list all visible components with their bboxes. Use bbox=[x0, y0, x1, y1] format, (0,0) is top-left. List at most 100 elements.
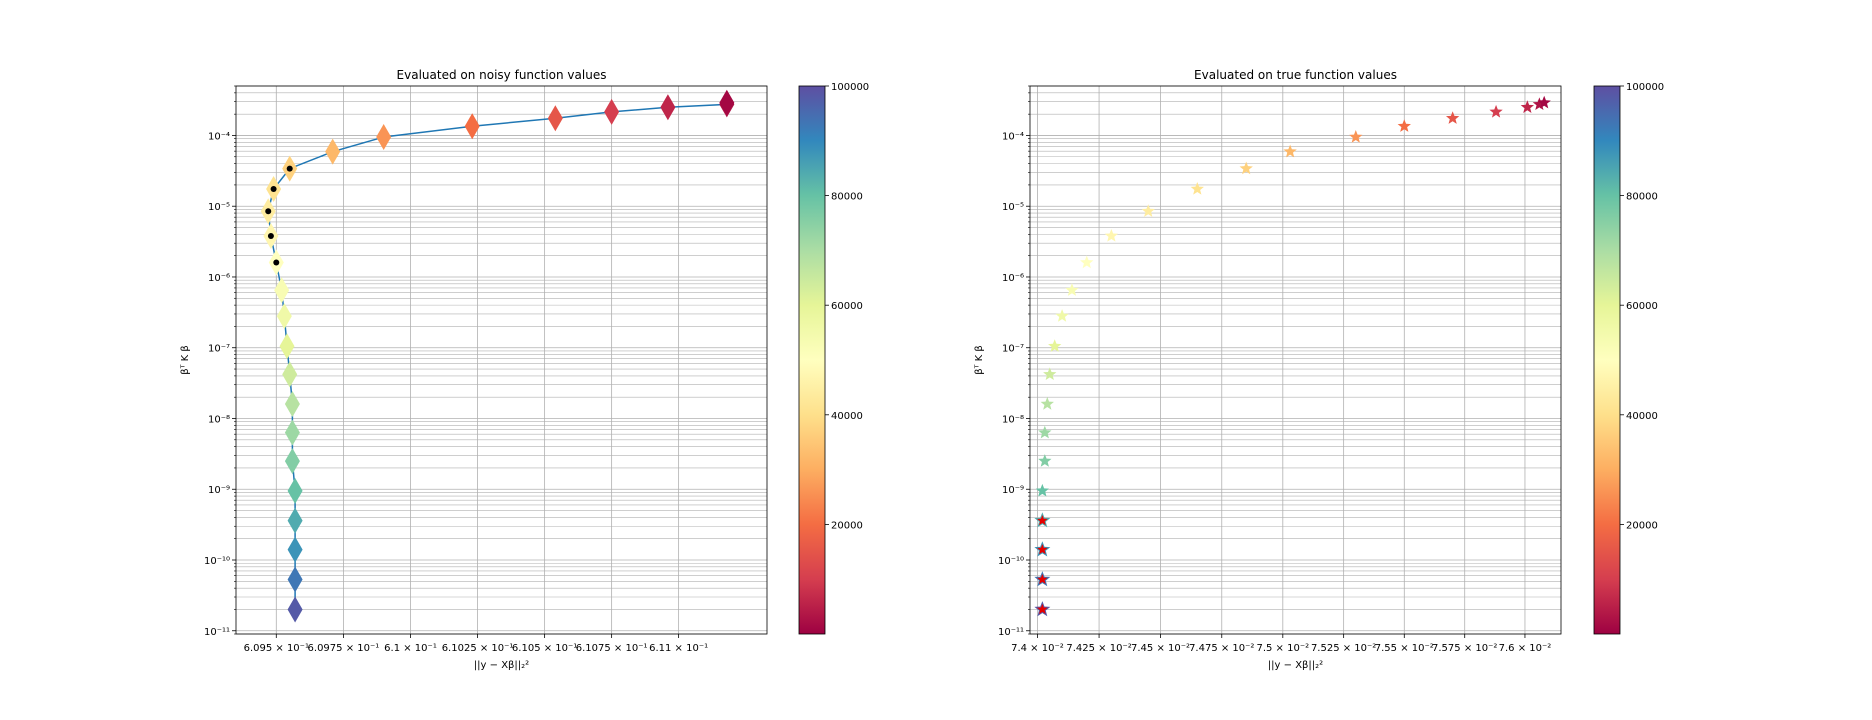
data-point-diamond bbox=[719, 89, 735, 116]
x-tick-label: 7.425 × 10⁻² bbox=[1066, 643, 1131, 654]
y-tick-label: 10⁻¹¹ bbox=[204, 627, 230, 638]
data-point-diamond bbox=[376, 124, 392, 151]
colorbar: 20000 40000 60000 80000 100000 bbox=[798, 82, 869, 635]
colorbar-tick-label: 40000 bbox=[1626, 411, 1658, 422]
chart-title: Evaluated on true function values bbox=[1194, 68, 1397, 82]
x-axis-ticks: 7.4 × 10⁻² 7.425 × 10⁻² 7.45 × 10⁻² 7.475 ×… bbox=[1011, 634, 1551, 654]
data-point-star bbox=[1532, 97, 1547, 111]
colorbar-tick-label: 60000 bbox=[1626, 301, 1658, 312]
data-point-star bbox=[1445, 111, 1460, 124]
data-point-diamond bbox=[284, 419, 300, 446]
data-point-star bbox=[1239, 161, 1253, 175]
data-point-diamond bbox=[287, 536, 303, 563]
y-axis-ticks: 10⁻¹¹ 10⁻¹⁰ 10⁻⁹ 10⁻⁸ 10⁻⁷ 10⁻⁶ 10⁻⁵ 10⁻⁴ bbox=[204, 85, 236, 638]
highlight-dot bbox=[286, 165, 293, 172]
y-tick-label: 10⁻⁸ bbox=[208, 414, 230, 425]
data-point-diamond bbox=[287, 596, 303, 623]
data-point-diamond bbox=[287, 566, 303, 593]
x-axis-label: ||y − Xβ||₂² bbox=[1268, 660, 1323, 671]
highlight-dot bbox=[267, 232, 274, 239]
y-tick-label: 10⁻¹⁰ bbox=[204, 556, 230, 567]
colorbar-tick-label: 100000 bbox=[1626, 82, 1664, 93]
data-point-star-highlight bbox=[1034, 601, 1051, 617]
data-point-star bbox=[1349, 130, 1363, 143]
colorbar: 20000 40000 60000 80000 100000 bbox=[1593, 82, 1664, 635]
y-tick-label: 10⁻⁴ bbox=[1002, 131, 1024, 142]
y-tick-label: 10⁻⁹ bbox=[208, 485, 230, 496]
colorbar-tick-label: 80000 bbox=[1626, 192, 1658, 203]
y-axis-label: βᵀ K β bbox=[180, 345, 191, 375]
colorbar-tick-label: 80000 bbox=[831, 192, 863, 203]
grid bbox=[236, 85, 767, 635]
axes-frame bbox=[1029, 85, 1562, 635]
x-tick-label: 6.095 × 10⁻¹ bbox=[244, 643, 309, 654]
data-point-star bbox=[1065, 283, 1079, 296]
y-tick-label: 10⁻¹¹ bbox=[998, 627, 1024, 638]
x-tick-label: 6.1 × 10⁻¹ bbox=[384, 643, 437, 654]
data-point-diamond bbox=[274, 277, 290, 304]
data-point-diamond bbox=[282, 361, 298, 388]
y-axis-ticks: 10⁻¹¹ 10⁻¹⁰ 10⁻⁹ 10⁻⁸ 10⁻⁷ 10⁻⁶ 10⁻⁵ 10⁻⁴ bbox=[998, 85, 1030, 638]
x-tick-label: 6.105 × 10⁻¹ bbox=[512, 643, 577, 654]
data-point-star bbox=[1038, 454, 1052, 467]
data-point-star bbox=[1040, 397, 1054, 410]
y-tick-label: 10⁻¹⁰ bbox=[998, 556, 1024, 567]
x-tick-label: 7.45 × 10⁻² bbox=[1131, 643, 1190, 654]
y-tick-label: 10⁻⁶ bbox=[208, 273, 230, 284]
data-point-diamond bbox=[547, 105, 563, 132]
data-point-diamond bbox=[287, 507, 303, 534]
data-point-star-highlight bbox=[1034, 512, 1051, 528]
data-point-star bbox=[1080, 255, 1094, 269]
data-point-star bbox=[1537, 95, 1551, 109]
data-point-diamond bbox=[464, 113, 480, 140]
data-point-star bbox=[1038, 425, 1052, 439]
data-point-diamond bbox=[284, 391, 300, 418]
x-tick-label: 7.55 × 10⁻² bbox=[1375, 643, 1434, 654]
x-tick-label: 7.475 × 10⁻² bbox=[1189, 643, 1254, 654]
data-point-star bbox=[1190, 182, 1204, 195]
x-tick-label: 6.1075 × 10⁻¹ bbox=[576, 643, 648, 654]
data-point-star bbox=[1520, 100, 1535, 113]
colorbar-bar bbox=[1593, 85, 1621, 635]
data-point-diamond bbox=[660, 94, 676, 121]
data-point-star bbox=[1104, 228, 1119, 242]
highlight-dot bbox=[270, 186, 277, 193]
x-tick-label: 7.525 × 10⁻² bbox=[1311, 643, 1376, 654]
x-tick-label: 6.1025 × 10⁻¹ bbox=[442, 643, 514, 654]
chart-title: Evaluated on noisy function values bbox=[397, 68, 607, 82]
data-point-star-highlight bbox=[1034, 541, 1051, 557]
data-point-star bbox=[1283, 144, 1297, 158]
colorbar-tick-label: 60000 bbox=[831, 301, 863, 312]
colorbar-tick-label: 40000 bbox=[831, 411, 863, 422]
y-tick-label: 10⁻⁵ bbox=[208, 202, 230, 213]
highlight-dot bbox=[273, 259, 280, 266]
colorbar-tick-label: 20000 bbox=[1626, 520, 1658, 531]
y-tick-label: 10⁻⁹ bbox=[1002, 485, 1024, 496]
x-tick-label: 6.0975 × 10⁻¹ bbox=[308, 643, 380, 654]
left-panel: 6.095 × 10⁻¹6.0975 × 10⁻¹ 6.1 × 10⁻¹ 6.102… bbox=[180, 68, 869, 671]
x-axis-ticks: 6.095 × 10⁻¹6.0975 × 10⁻¹ 6.1 × 10⁻¹ 6.102… bbox=[244, 634, 708, 654]
x-tick-label: 7.5 × 10⁻² bbox=[1256, 643, 1309, 654]
data-point-star bbox=[1055, 309, 1069, 322]
plot-area bbox=[1030, 86, 1561, 634]
colorbar-bar bbox=[798, 85, 826, 635]
x-tick-label: 7.6 × 10⁻² bbox=[1499, 643, 1552, 654]
data-point-star bbox=[1048, 339, 1062, 352]
data-point-diamond bbox=[276, 303, 292, 330]
data-point-diamond bbox=[284, 448, 300, 475]
data-point-star bbox=[1489, 104, 1503, 118]
data-point-diamond bbox=[325, 138, 341, 165]
x-tick-label: 6.11 × 10⁻¹ bbox=[649, 643, 708, 654]
data-point-diamond bbox=[279, 333, 295, 360]
data-point-diamond bbox=[604, 98, 620, 125]
y-tick-label: 10⁻⁷ bbox=[1002, 344, 1024, 355]
data-point-star-highlight bbox=[1034, 571, 1051, 587]
data-layer bbox=[1034, 95, 1551, 617]
y-tick-label: 10⁻⁶ bbox=[1002, 273, 1024, 284]
colorbar-tick-label: 20000 bbox=[831, 520, 863, 531]
y-tick-label: 10⁻⁴ bbox=[208, 131, 230, 142]
colorbar-tick-label: 100000 bbox=[831, 82, 869, 93]
data-point-star bbox=[1043, 367, 1057, 381]
data-point-star bbox=[1141, 204, 1155, 217]
